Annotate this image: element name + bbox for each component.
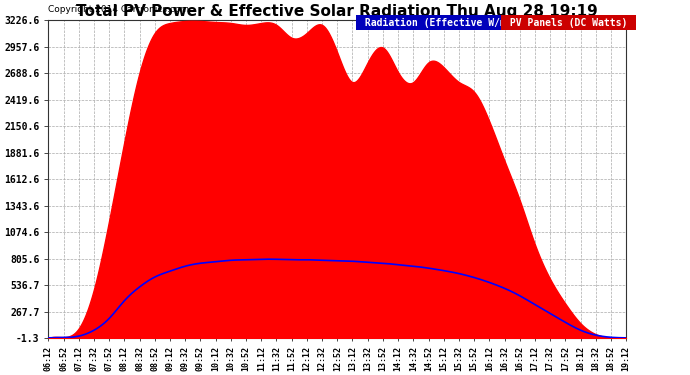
Title: Total PV Power & Effective Solar Radiation Thu Aug 28 19:19: Total PV Power & Effective Solar Radiati… xyxy=(77,4,598,19)
Text: Copyright 2014 Cartronics.com: Copyright 2014 Cartronics.com xyxy=(48,5,190,14)
Text: Radiation (Effective W/m2): Radiation (Effective W/m2) xyxy=(359,18,523,27)
Text: PV Panels (DC Watts): PV Panels (DC Watts) xyxy=(504,18,633,27)
